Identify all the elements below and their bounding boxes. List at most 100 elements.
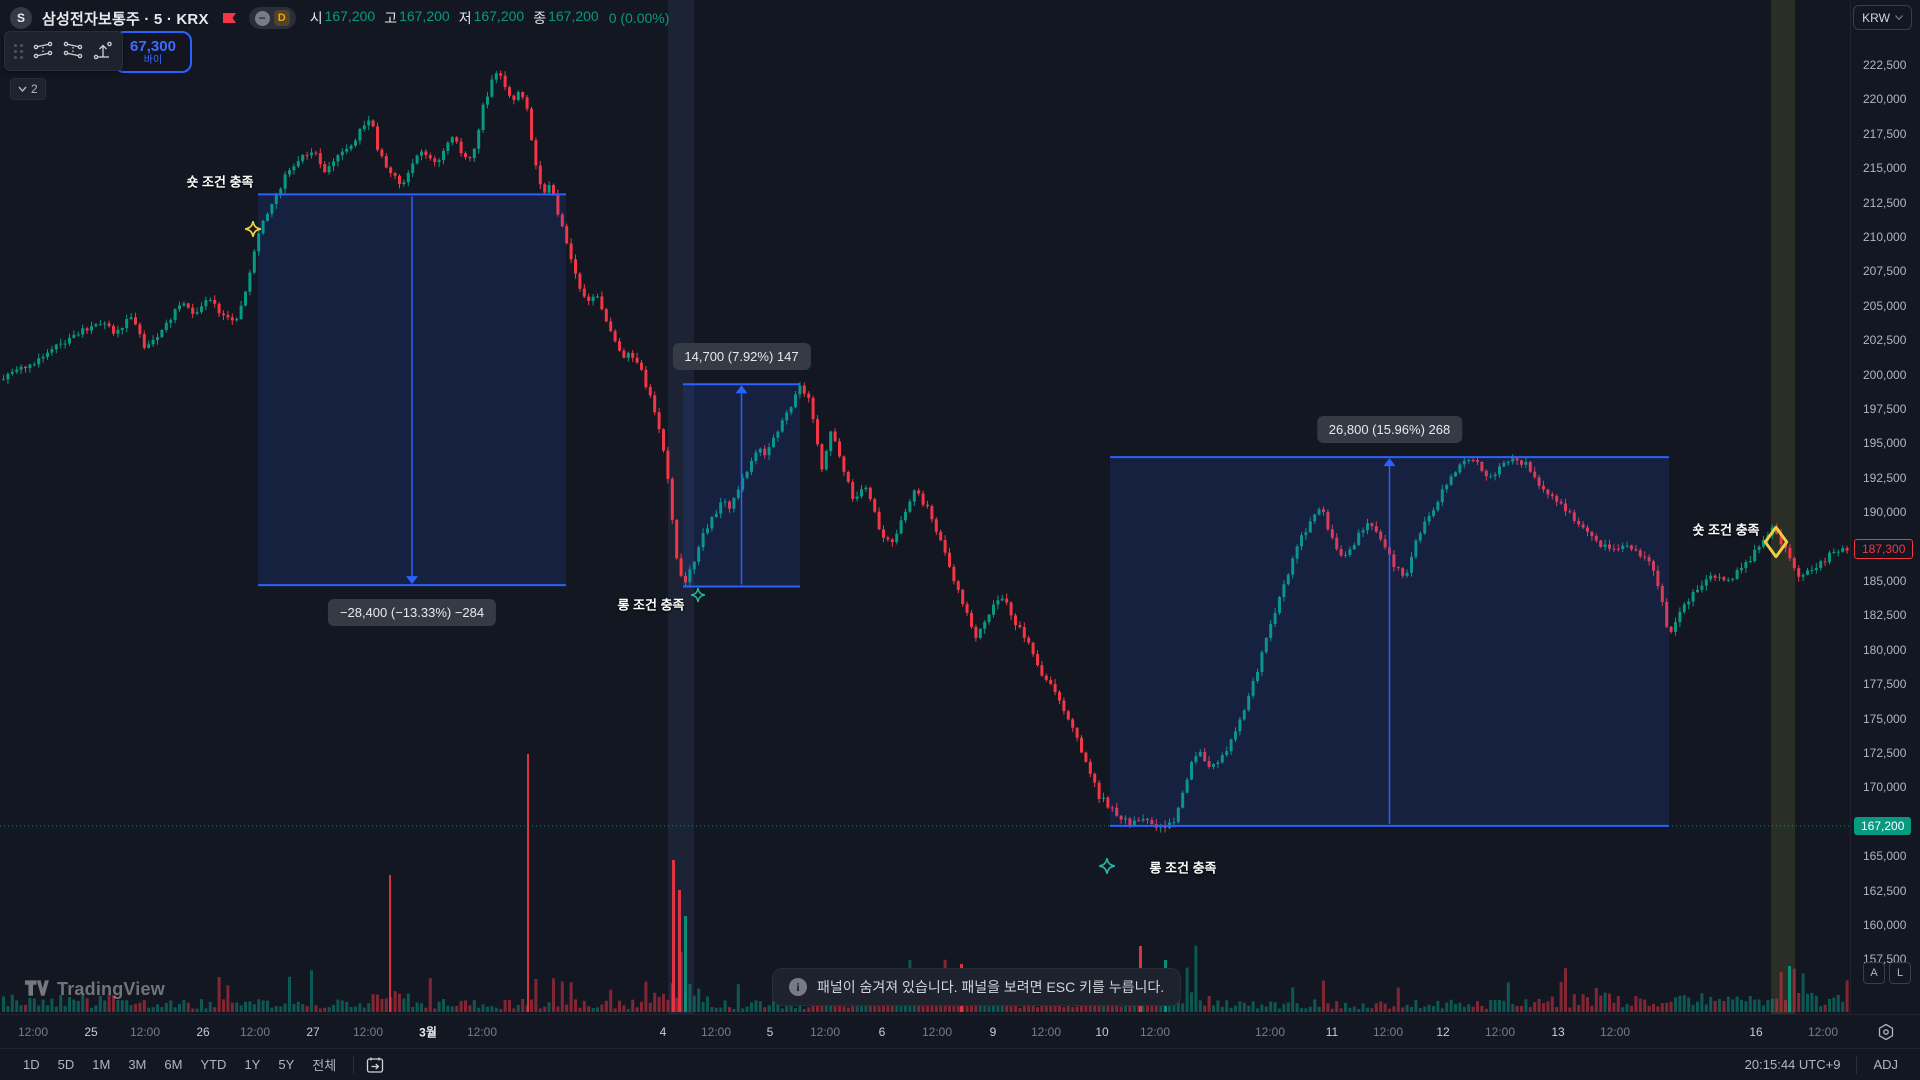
price-tick: 182,500 — [1863, 608, 1907, 622]
toast-message: 패널이 숨겨져 있습니다. 패널을 보려면 ESC 키를 누릅니다. — [817, 979, 1165, 995]
long-position-tool-icon[interactable] — [28, 35, 58, 67]
currency-selector[interactable]: KRW — [1853, 5, 1912, 30]
range-button-5Y[interactable]: 5Y — [278, 1057, 295, 1072]
price-tick: 220,000 — [1863, 92, 1907, 106]
currency-label: KRW — [1862, 10, 1890, 25]
buy-order-button[interactable]: 67,300 바이 — [114, 31, 192, 73]
collapsed-panes-chip[interactable]: 2 — [10, 78, 46, 100]
order-price: 67,300 — [130, 37, 176, 55]
time-tick: 9 — [989, 1024, 997, 1039]
short-position-tool-icon[interactable] — [58, 35, 88, 67]
candlesticks — [2, 70, 1849, 833]
time-tick: 12:00 — [239, 1024, 271, 1039]
price-tick: 175,000 — [1863, 712, 1907, 726]
divider — [1856, 1055, 1858, 1074]
market-status-pill: − D — [248, 7, 296, 29]
volume-spike — [1788, 966, 1791, 1012]
price-tick: 202,500 — [1863, 333, 1907, 347]
time-tick: 12:00 — [17, 1024, 49, 1039]
drag-handle-icon[interactable] — [9, 43, 28, 59]
time-tick: 12 — [1436, 1024, 1450, 1039]
price-tick: 217,500 — [1863, 127, 1907, 141]
axis-mode-button-l[interactable]: L — [1889, 962, 1911, 984]
price-tick: 177,500 — [1863, 677, 1907, 691]
long-1-sparkle-icon[interactable] — [690, 587, 706, 603]
short-2-diamond-icon[interactable] — [1762, 525, 1790, 559]
time-tick: 12:00 — [1254, 1024, 1286, 1039]
price-tick: 212,500 — [1863, 196, 1907, 210]
gear-icon[interactable] — [1876, 1022, 1896, 1042]
time-tick: 27 — [306, 1024, 320, 1039]
range-button-YTD[interactable]: YTD — [200, 1057, 227, 1072]
price-tick: 205,000 — [1863, 299, 1907, 313]
tradingview-logo[interactable]: TradingView — [24, 978, 165, 1000]
long-1-label: 롱 조건 충족 — [617, 597, 685, 613]
short-1-sparkle-icon[interactable] — [245, 221, 262, 238]
short-2-label: 숏 조건 충족 — [1692, 522, 1760, 538]
volume-spike — [684, 916, 687, 1012]
chart-canvas[interactable] — [0, 0, 1920, 1014]
ohlc-pair: 고 167,200 — [384, 8, 450, 26]
time-tick: 4 — [659, 1024, 667, 1039]
price-range-tool-icon[interactable] — [88, 35, 118, 67]
alert-price-label[interactable]: 187,300 — [1854, 539, 1914, 559]
time-tick: 12:00 — [921, 1024, 953, 1039]
price-range-label[interactable]: 14,700 (7.92%) 147 — [672, 343, 811, 371]
symbol-title[interactable]: 삼성전자보통주 · 5 · KRX — [42, 10, 209, 28]
price-tick: 172,500 — [1863, 746, 1907, 760]
time-tick: 12:00 — [1372, 1024, 1404, 1039]
range-button-1Y[interactable]: 1Y — [244, 1057, 261, 1072]
time-tick: 26 — [196, 1024, 210, 1039]
price-axis[interactable]: 222,500 220,000 217,500 215,000 212,500 210,0… — [1850, 0, 1920, 1014]
price-range-label[interactable]: −28,400 (−13.33%) −284 — [327, 599, 497, 627]
bottom-toolbar: 1D 5D 1M 3M 6M YTD 1Y 5Y 전체 20:15:44 UTC+9 ADJ — [0, 1048, 1920, 1080]
price-tick: 210,000 — [1863, 230, 1907, 244]
range-button-1M[interactable]: 1M — [92, 1057, 111, 1072]
price-tick: 162,500 — [1863, 884, 1907, 898]
time-axis[interactable]: 12:00 25 12:00 26 12:00 27 12:00 3월 12:00 4 12:00 5… — [0, 1014, 1920, 1048]
price-range-label[interactable]: 26,800 (15.96%) 268 — [1316, 416, 1463, 444]
volume-spike — [389, 875, 391, 1012]
last-price-label: 167,200 — [1854, 817, 1912, 835]
price-range-drawing[interactable] — [258, 193, 566, 587]
range-button-5D[interactable]: 5D — [57, 1057, 75, 1072]
range-button-1D[interactable]: 1D — [23, 1057, 40, 1072]
time-tick: 12:00 — [1030, 1024, 1062, 1039]
flag-icon[interactable] — [222, 12, 237, 24]
divider — [353, 1055, 355, 1074]
time-tick: 25 — [84, 1024, 98, 1039]
collapsed-count: 2 — [31, 82, 38, 96]
range-button-전체[interactable]: 전체 — [312, 1058, 337, 1073]
price-tick: 180,000 — [1863, 643, 1907, 657]
axis-mode-button-a[interactable]: A — [1863, 962, 1885, 984]
time-tick: 11 — [1325, 1024, 1339, 1039]
price-tick: 207,500 — [1863, 264, 1907, 278]
time-tick: 12:00 — [352, 1024, 384, 1039]
volume-spike — [678, 890, 681, 1012]
price-range-drawing[interactable] — [1110, 456, 1669, 827]
clock[interactable]: 20:15:44 UTC+9 — [1744, 1057, 1841, 1072]
volume-spike — [672, 860, 675, 1012]
ohlc-pair: 저 167,200 — [458, 8, 525, 26]
chevron-down-icon — [1894, 15, 1903, 20]
session-highlight-band — [1771, 0, 1795, 1014]
price-range-drawing[interactable] — [683, 383, 800, 588]
time-tick: 12:00 — [1807, 1024, 1839, 1039]
info-icon: i — [789, 978, 807, 996]
adjust-toggle[interactable]: ADJ — [1873, 1057, 1898, 1072]
ohlc-values: 시 167,200 고 167,200 저 167,200 종 167,200 — [310, 8, 599, 28]
drawing-toolbar — [4, 31, 123, 71]
tradingview-wordmark: TradingView — [57, 978, 165, 999]
time-tick: 3월 — [419, 1025, 437, 1039]
time-tick: 16 — [1749, 1024, 1763, 1039]
delayed-data-badge: D — [273, 10, 290, 26]
symbol-logo: S — [10, 7, 32, 29]
go-to-date-icon[interactable] — [362, 1053, 388, 1077]
time-tick: 10 — [1095, 1024, 1109, 1039]
range-button-3M[interactable]: 3M — [128, 1057, 147, 1072]
range-button-6M[interactable]: 6M — [164, 1057, 183, 1072]
time-tick: 13 — [1551, 1024, 1565, 1039]
price-tick: 185,000 — [1863, 574, 1907, 588]
long-2-sparkle-icon[interactable] — [1099, 858, 1116, 875]
